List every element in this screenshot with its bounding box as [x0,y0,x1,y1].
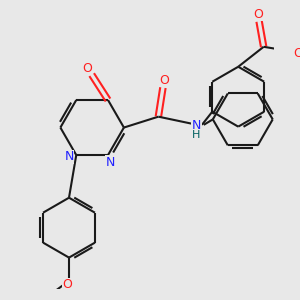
Text: O: O [62,278,72,291]
Text: O: O [159,74,169,87]
Text: O: O [82,62,92,75]
Text: O: O [253,8,263,21]
Text: N: N [192,119,201,132]
Text: N: N [106,156,116,169]
Text: N: N [64,150,74,164]
Text: O: O [293,46,300,60]
Text: H: H [192,130,201,140]
